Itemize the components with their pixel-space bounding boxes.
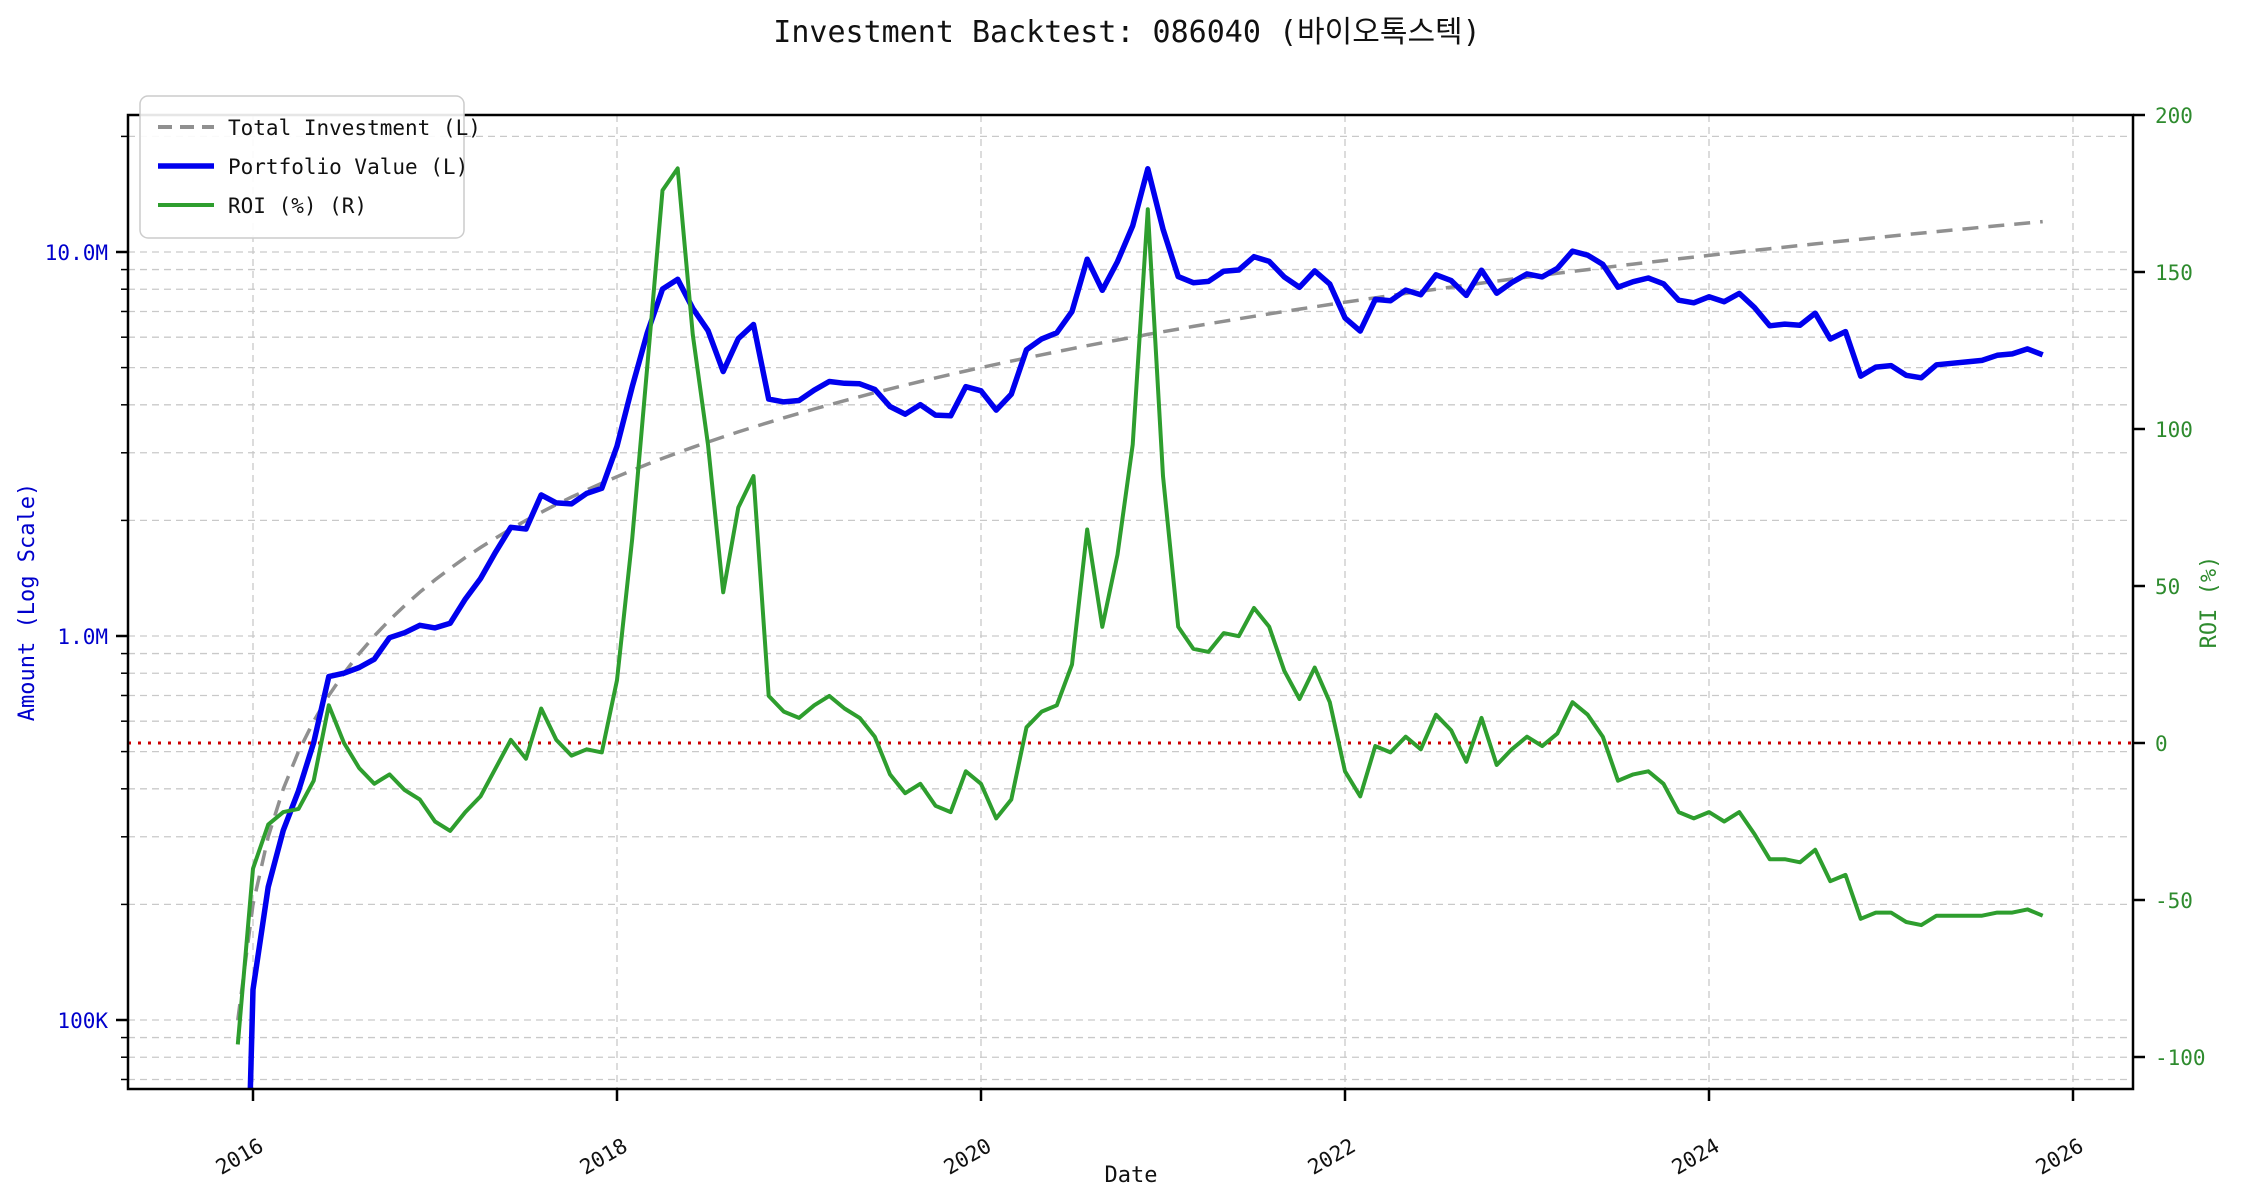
x-axis-label: Date: [1105, 1163, 1158, 1188]
y-right-tick-label-100: 100: [2155, 418, 2193, 442]
legend-box: [139, 95, 465, 239]
grid-layer: [128, 115, 2133, 1089]
plot-frame: [126, 113, 2135, 1091]
legend: Total Investment (L) Portfolio Value (L) R…: [139, 95, 481, 239]
y-right-tick-label-0: 0: [2155, 732, 2168, 756]
y-axis-label-right: ROI (%): [2197, 556, 2222, 649]
x-tick-label-2016: 2016: [212, 1134, 268, 1180]
y-right-tick-label-200: 200: [2155, 104, 2193, 128]
y-right-tick-label--50: -50: [2155, 889, 2193, 913]
x-tick-label-2020: 2020: [940, 1134, 996, 1180]
series-roi: [235, 166, 2044, 1045]
y-axis-label-left: Amount (Log Scale): [15, 483, 40, 721]
legend-label-1: Portfolio Value (L): [228, 155, 468, 179]
legend-label-2: ROI (%) (R): [228, 194, 367, 218]
chart-title: Investment Backtest: 086040 (바이오톡스텍): [773, 15, 1480, 50]
y-left-tick-label-100K: 100K: [57, 1009, 108, 1033]
tick-layer: 2016 2018 2020 2022 2024 2026 100K 1.0M 10.0M -10…: [45, 104, 2206, 1180]
y-right-tick-label-150: 150: [2155, 261, 2193, 285]
x-tick-label-2018: 2018: [576, 1134, 632, 1180]
y-right-tick-label--100: -100: [2155, 1046, 2206, 1070]
y-right-tick-label-50: 50: [2155, 575, 2180, 599]
y-left-tick-label-10.0M: 10.0M: [45, 241, 108, 265]
x-tick-label-2026: 2026: [2032, 1134, 2088, 1180]
x-tick-label-2022: 2022: [1304, 1134, 1360, 1180]
legend-label-0: Total Investment (L): [228, 116, 481, 140]
series-layer: [128, 166, 2133, 1089]
series-portfolio-value: [247, 166, 2044, 1089]
y-left-tick-label-1.0M: 1.0M: [57, 625, 108, 649]
x-tick-label-2024: 2024: [1668, 1134, 1724, 1180]
